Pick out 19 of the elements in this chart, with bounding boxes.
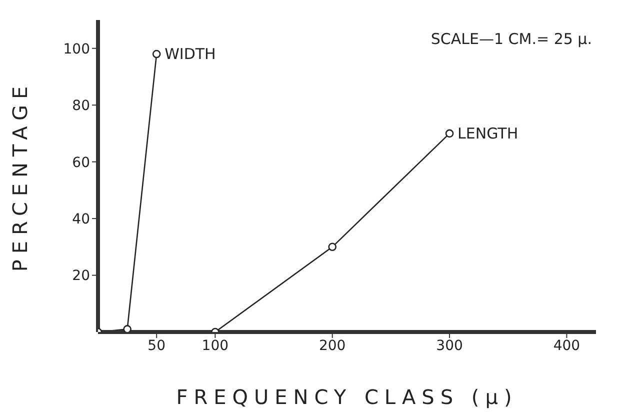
annotation: SCALE—1 CM.= 25 μ. bbox=[430, 30, 592, 48]
y-tick-label: 60 bbox=[72, 154, 90, 171]
x-tick-label: 300 bbox=[436, 338, 463, 354]
y-tick-label: 40 bbox=[72, 212, 90, 228]
x-tick-label: 50 bbox=[148, 338, 166, 354]
point bbox=[152, 50, 161, 58]
y-tick-label: 100 bbox=[63, 41, 90, 58]
point bbox=[445, 129, 454, 138]
x-tick-label: 200 bbox=[318, 338, 346, 354]
y-axis-title: PERCENTAGE bbox=[8, 80, 32, 272]
y-tick-label: 20 bbox=[72, 268, 90, 284]
series-label: LENGTH bbox=[458, 124, 518, 142]
x-tick-label: 100 bbox=[202, 338, 229, 354]
x-tick-label: 400 bbox=[553, 338, 580, 354]
point bbox=[123, 325, 132, 332]
point bbox=[328, 242, 337, 252]
y-tick-label: 80 bbox=[72, 98, 90, 114]
x-axis-title: FREQUENCY CLASS (μ) bbox=[176, 385, 518, 409]
series-label: WIDTH bbox=[164, 45, 216, 64]
